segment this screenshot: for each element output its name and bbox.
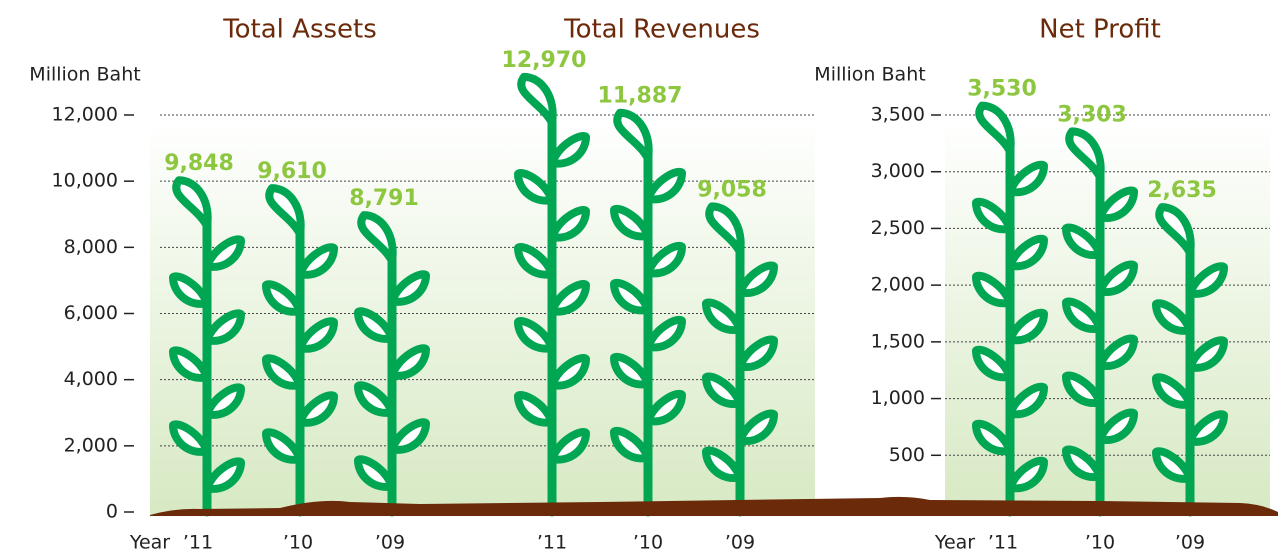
leaf bbox=[521, 77, 552, 123]
x-tick-label: ’11 bbox=[988, 532, 1018, 554]
x-axis-label: Year bbox=[934, 532, 975, 554]
value-label: 8,791 bbox=[349, 186, 419, 211]
y-tick-label: 10,000 bbox=[52, 170, 118, 192]
y-axis-label: Million Baht bbox=[29, 64, 140, 86]
x-tick-label: ’10 bbox=[1085, 532, 1115, 554]
y-tick-label: 4,000 bbox=[64, 368, 118, 390]
y-tick-label: 12,000 bbox=[52, 104, 118, 126]
y-tick-label: 3,500 bbox=[871, 104, 925, 126]
y-tick-label: 3,000 bbox=[871, 160, 925, 182]
value-label: 3,530 bbox=[967, 77, 1037, 102]
value-label: 2,635 bbox=[1147, 178, 1217, 203]
y-tick-label: 0 bbox=[106, 501, 118, 523]
value-label: 12,970 bbox=[502, 48, 587, 73]
y-axis-label: Million Baht bbox=[814, 64, 925, 86]
x-tick-label: ’09 bbox=[1175, 532, 1205, 554]
value-label: 9,610 bbox=[257, 159, 327, 184]
value-label: 3,303 bbox=[1057, 102, 1127, 127]
y-tick-label: 2,000 bbox=[64, 434, 118, 456]
chart-title: Net Profit bbox=[1039, 15, 1161, 45]
y-tick-label: 8,000 bbox=[64, 236, 118, 258]
value-label: 11,887 bbox=[598, 84, 683, 109]
y-tick-label: 500 bbox=[889, 444, 925, 466]
chart-title: Total Revenues bbox=[563, 15, 760, 45]
x-tick-label: ’10 bbox=[283, 532, 313, 554]
x-axis-label: Year bbox=[129, 532, 170, 554]
infographic: Total Assets 0 2,000 4,000 6,000 8,000 10,000 1… bbox=[0, 0, 1285, 555]
chart-title: Total Assets bbox=[222, 15, 377, 45]
y-tick-label: 2,500 bbox=[871, 217, 925, 239]
value-label: 9,058 bbox=[697, 177, 767, 202]
x-tick-label: ’11 bbox=[183, 532, 213, 554]
x-tick-label: ’10 bbox=[633, 532, 663, 554]
x-tick-label: ’11 bbox=[537, 532, 567, 554]
y-tick-label: 6,000 bbox=[64, 302, 118, 324]
y-tick-label: 2,000 bbox=[871, 274, 925, 296]
x-tick-label: ’09 bbox=[375, 532, 405, 554]
x-tick-label: ’09 bbox=[725, 532, 755, 554]
y-tick-label: 1,000 bbox=[871, 387, 925, 409]
y-tick-label: 1,500 bbox=[871, 330, 925, 352]
value-label: 9,848 bbox=[164, 151, 234, 176]
